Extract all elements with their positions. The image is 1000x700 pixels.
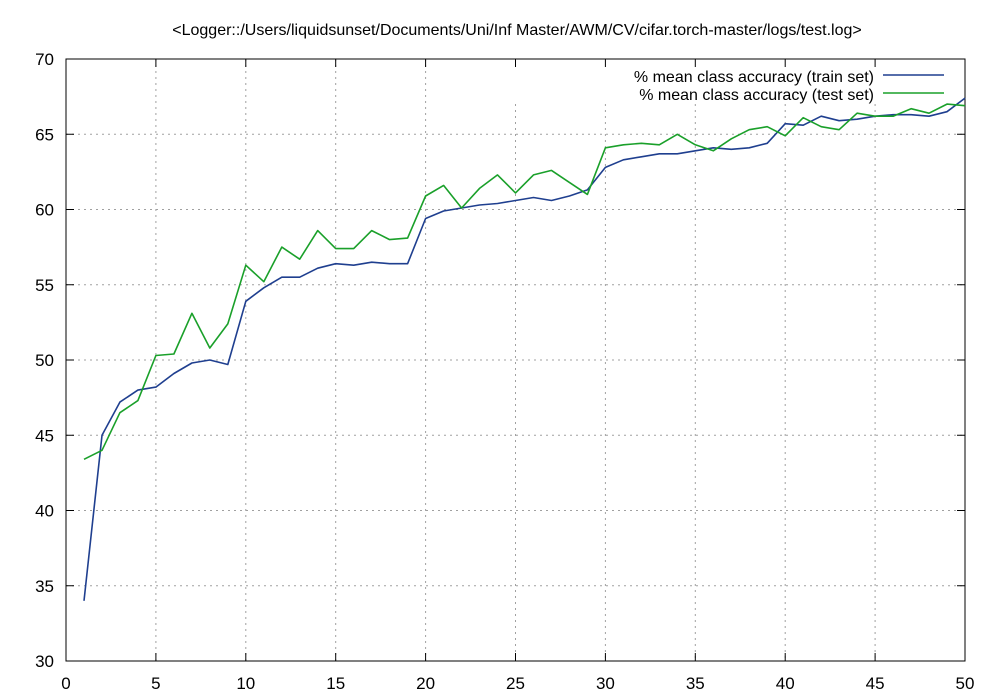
series-lines: [83, 97, 966, 601]
x-tick-label: 30: [596, 674, 615, 693]
x-tick-label: 10: [236, 674, 255, 693]
plot-frame: [65, 58, 966, 662]
series-line-test: [83, 103, 966, 461]
y-tick-label: 50: [35, 351, 54, 370]
grid: [66, 59, 965, 661]
axes: 0 5 10 15 20 25 30 35 40 45 50 30 35 40 45 50 55 60 65 70: [35, 50, 974, 693]
legend-label: % mean class accuracy (test set): [639, 87, 874, 104]
y-tick-label: 35: [35, 577, 54, 596]
x-tick-label: 45: [866, 674, 885, 693]
y-tick-label: 45: [35, 426, 54, 445]
x-tick-label: 50: [956, 674, 975, 693]
x-tick-label: 35: [686, 674, 705, 693]
x-tick-label: 25: [506, 674, 525, 693]
x-tick-label: 40: [776, 674, 795, 693]
chart-title: <Logger::/Users/liquidsunset/Documents/U…: [172, 22, 861, 39]
legend-label: % mean class accuracy (train set): [634, 69, 874, 86]
series-line-train: [83, 97, 966, 601]
legend: % mean class accuracy (train set)% mean …: [634, 69, 944, 104]
x-tick-label: 0: [61, 674, 70, 693]
y-tick-label: 55: [35, 276, 54, 295]
x-tick-label: 15: [326, 674, 345, 693]
x-tick-label: 20: [416, 674, 435, 693]
y-tick-label: 30: [35, 652, 54, 671]
y-tick-label: 40: [35, 502, 54, 521]
y-tick-label: 70: [35, 50, 54, 69]
y-tick-label: 60: [35, 201, 54, 220]
x-tick-label: 5: [151, 674, 160, 693]
y-tick-label: 65: [35, 125, 54, 144]
